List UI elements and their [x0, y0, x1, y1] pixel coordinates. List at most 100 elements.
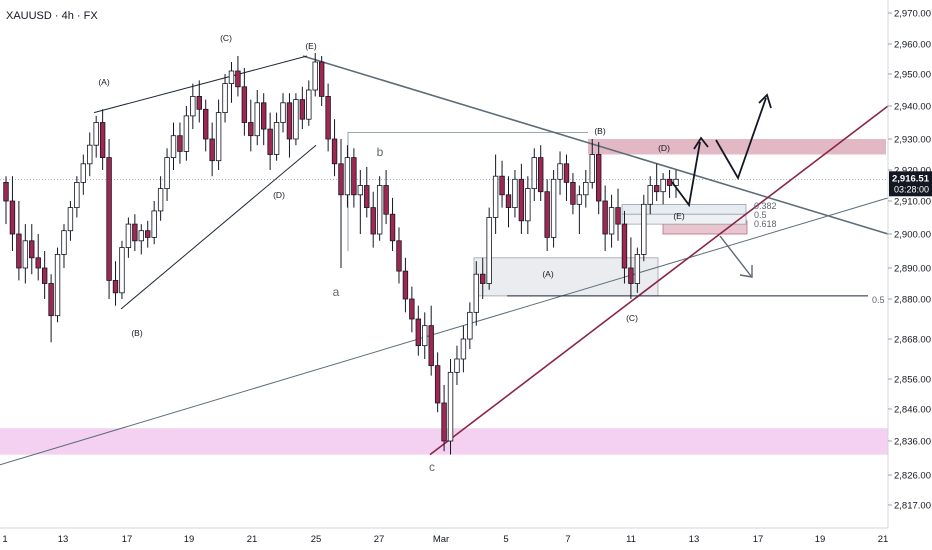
candle-body — [576, 194, 583, 205]
date-tick-label: 21 — [247, 534, 258, 545]
date-tick-label: 1 — [2, 534, 7, 545]
candle-body — [615, 207, 621, 225]
arrow-path-2 — [715, 97, 767, 181]
triangle-upper-line — [302, 55, 889, 235]
date-tick-label: 5 — [503, 534, 508, 545]
candle-body — [441, 402, 447, 442]
candle-body — [396, 240, 402, 272]
candle-body — [557, 163, 563, 180]
candle-body — [531, 157, 537, 190]
candle-body — [331, 138, 338, 165]
candle-body — [16, 233, 22, 269]
date-tick-label: Mar — [433, 534, 449, 545]
candle-body — [422, 325, 428, 347]
price-tick-label: 2,900.00 — [894, 230, 931, 241]
trendlines-layer — [0, 55, 889, 466]
candle-body — [641, 203, 647, 255]
candle-body — [499, 175, 505, 196]
wave-a-c-line — [93, 55, 308, 114]
candle-body — [621, 223, 628, 269]
candle-body — [673, 178, 679, 186]
candle-body — [80, 163, 87, 183]
candle-body — [318, 61, 325, 97]
candle-body — [306, 89, 312, 120]
chart-title: XAUUSD · 4h · FX — [6, 10, 98, 22]
wave-label: (A) — [542, 269, 554, 279]
candle-body — [518, 178, 525, 222]
date-tick-label: 19 — [815, 534, 826, 545]
candle-body — [228, 70, 235, 84]
price-tick-label: 2,930.00 — [894, 135, 931, 146]
rising-support-line — [429, 105, 889, 456]
candle-body — [170, 135, 177, 158]
candle-body — [434, 365, 441, 404]
candle-body — [460, 338, 467, 360]
wave-label: (C) — [626, 313, 638, 323]
candle-body — [99, 122, 106, 158]
candle-body — [634, 253, 641, 284]
candle-body — [177, 135, 183, 152]
candle-body — [338, 163, 344, 196]
date-tick-label: 27 — [374, 534, 385, 545]
candle-body — [203, 108, 209, 140]
candle-body — [74, 181, 80, 208]
long-support-line — [0, 197, 889, 466]
candle-body — [67, 207, 74, 232]
candle-body — [235, 70, 241, 88]
candle-body — [87, 144, 93, 165]
date-tick-label: 25 — [311, 534, 322, 545]
candle-body — [538, 157, 544, 193]
candle-body — [48, 283, 54, 317]
candle-body — [222, 83, 228, 113]
date-tick-label: 17 — [753, 534, 764, 545]
date-tick-label: 17 — [122, 534, 133, 545]
candle-body — [138, 230, 144, 242]
wave-b-d-line — [120, 144, 317, 310]
fib-label: 0.5 — [754, 210, 767, 220]
wave-label: (D) — [658, 143, 670, 153]
candle-body — [125, 223, 132, 249]
candle-body — [132, 223, 138, 242]
candle-body — [364, 185, 370, 209]
candle-body — [544, 191, 550, 238]
candle-body — [293, 99, 299, 140]
candle-body — [273, 122, 280, 155]
candle-body — [402, 270, 409, 300]
candle-body — [357, 185, 364, 196]
candle-body — [157, 188, 164, 212]
candle-body — [215, 112, 222, 162]
wave-label: (B) — [594, 126, 606, 136]
candle-body — [190, 96, 196, 117]
candle-body — [280, 102, 286, 123]
arrow-head-2 — [758, 93, 772, 109]
price-tick-label: 2,868.00 — [894, 335, 931, 346]
date-tick-label: 21 — [878, 534, 889, 545]
wave-label: (E) — [305, 41, 317, 51]
candle-body — [563, 163, 570, 183]
candle-body — [512, 178, 518, 209]
candles-layer — [3, 53, 679, 455]
arrow-head-3 — [739, 265, 753, 278]
candle-body — [41, 267, 48, 284]
date-tick-label: 19 — [184, 534, 195, 545]
date-tick-label: 13 — [58, 534, 69, 545]
price-tick-label: 2,940.00 — [894, 102, 931, 113]
candle-body — [248, 122, 254, 137]
candle-body — [467, 311, 473, 340]
price-tick-label: 2,890.00 — [894, 264, 931, 275]
price-tick-label: 2,856.00 — [894, 375, 931, 386]
candle-body — [389, 213, 396, 242]
candle-body — [376, 185, 383, 235]
candle-body — [9, 200, 16, 235]
candle-body — [260, 102, 267, 130]
candle-body — [29, 240, 35, 259]
candle-body — [119, 247, 125, 294]
candle-body — [299, 99, 306, 120]
candle-body — [267, 128, 273, 155]
candle-body — [628, 267, 634, 284]
candle-body — [570, 181, 576, 205]
candle-body — [312, 61, 318, 91]
price-tick-label: 2,817.00 — [894, 501, 931, 512]
price-tick-label: 2,910.00 — [894, 197, 931, 208]
